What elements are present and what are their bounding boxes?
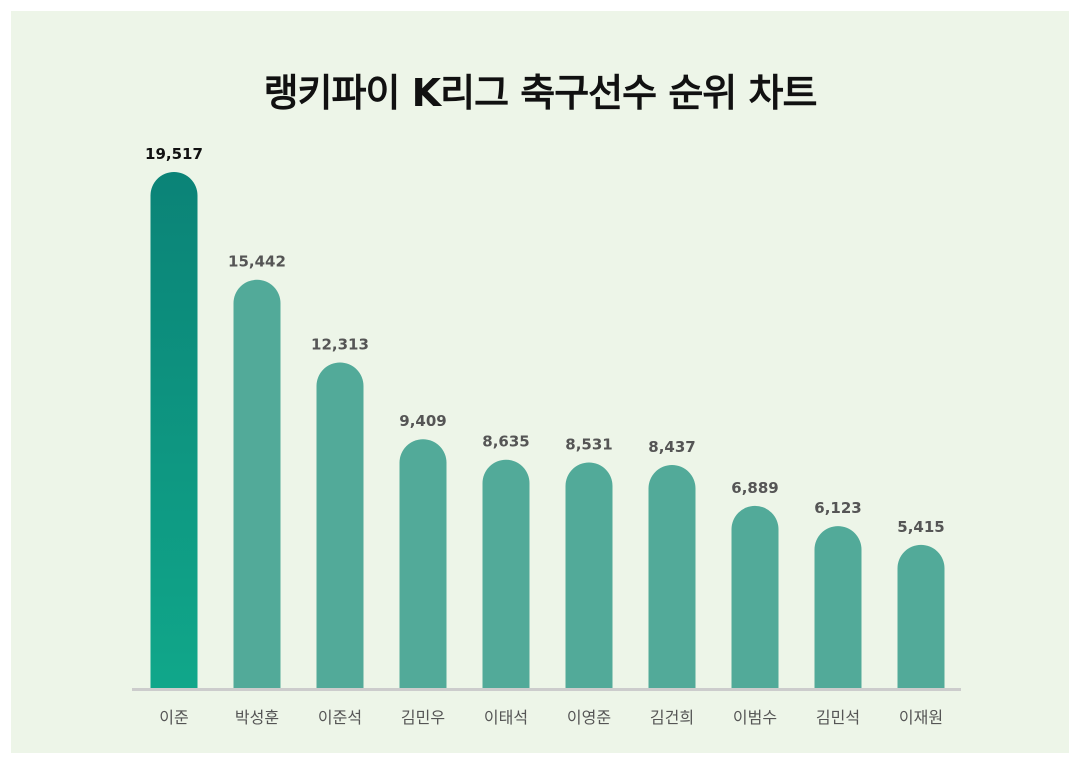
value-label-1: 19,517: [145, 145, 203, 163]
category-labels-group: 이준 박성훈 이준석 김민우 이태석 이영준 김건희 이범수 김민석 이재원: [159, 708, 943, 727]
category-label-6: 이영준: [567, 708, 611, 727]
category-label-9: 김민석: [816, 708, 860, 727]
value-label-4: 9,409: [399, 412, 446, 430]
bars-group: [150, 172, 945, 688]
bar-6: [565, 462, 613, 688]
chart-title: 랭키파이 K리그 축구선수 순위 차트: [263, 71, 818, 115]
category-label-1: 이준: [159, 708, 188, 727]
category-label-5: 이태석: [484, 708, 528, 727]
bar-2: [233, 279, 281, 688]
category-label-3: 이준석: [318, 708, 362, 727]
category-label-10: 이재원: [899, 708, 943, 727]
bar-10: [897, 544, 945, 688]
category-label-2: 박성훈: [235, 708, 279, 727]
value-label-8: 6,889: [731, 479, 778, 497]
bar-1: [150, 172, 198, 688]
bar-5: [482, 459, 530, 688]
bar-7: [648, 464, 696, 688]
bar-9: [814, 526, 862, 688]
bar-8: [731, 505, 779, 688]
bar-3: [316, 362, 364, 688]
value-label-9: 6,123: [814, 499, 861, 517]
value-label-6: 8,531: [565, 435, 612, 453]
category-label-7: 김건희: [650, 708, 694, 727]
category-label-8: 이범수: [733, 708, 777, 727]
value-labels-group: 19,517 15,442 12,313 9,409 8,635 8,531 8,437 6,…: [145, 145, 945, 536]
value-label-5: 8,635: [482, 433, 529, 451]
value-label-10: 5,415: [897, 518, 944, 536]
category-label-4: 김민우: [401, 708, 445, 727]
value-label-2: 15,442: [228, 253, 286, 271]
value-label-7: 8,437: [648, 438, 695, 456]
value-label-3: 12,313: [311, 335, 369, 353]
bar-4: [399, 439, 447, 688]
